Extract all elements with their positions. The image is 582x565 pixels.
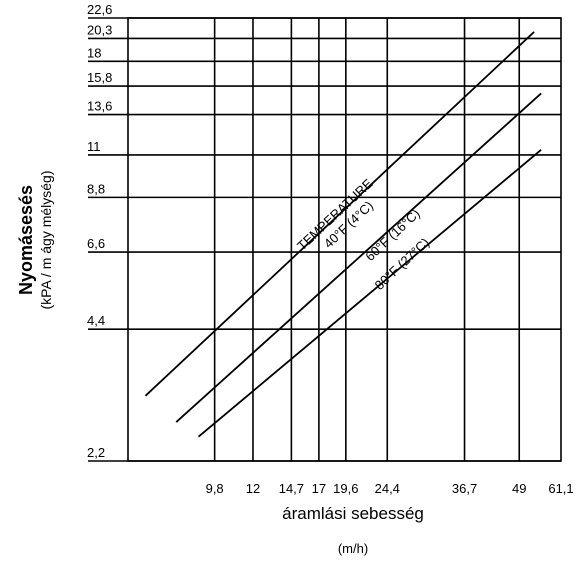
x-tick-label: 19,6 [333,481,358,496]
y-tick-label: 20,3 [87,22,112,37]
y-tick-label: 11 [87,139,101,154]
series-line-2 [175,92,542,423]
y-tick-label: 8,8 [87,181,105,196]
series-lines [144,31,542,438]
plot-frame [127,17,562,462]
y-tick-label: 2,2 [87,445,105,460]
x-axis-label: áramlási sebesség [282,504,424,523]
y-axis-sublabel: (kPA / m ágy mélység) [38,170,54,309]
x-axis-unit: (m/h) [338,541,368,556]
y-axis-sublabel-group: (kPA / m ágy mélység) [38,170,54,309]
x-tick-label: 12 [246,481,260,496]
y-tick-label: 13,6 [87,99,112,114]
y-tick-label: 6,6 [87,236,105,251]
x-tick-label: 61,1 [548,481,573,496]
y-tick-label: 18 [87,45,101,60]
series-line-3 [197,149,542,438]
x-tick-label: 14,7 [279,481,304,496]
tick-labels: 9,8 12 14,7 17 19,6 24,4 36,7 49 61,1 22,6 20,3 18 1… [87,2,574,496]
y-tick-label: 22,6 [87,2,112,17]
x-tick-label: 24,4 [375,481,400,496]
x-tick-label: 49 [512,481,526,496]
y-tick-label: 15,8 [87,70,112,85]
y-tick-label: 4,4 [87,313,105,328]
y-axis-label-group: Nyomásesés [16,185,36,295]
grid-lines [88,17,562,462]
x-tick-label: 36,7 [452,481,477,496]
series-line-1 [144,31,535,397]
x-tick-label: 17 [312,481,326,496]
x-tick-label: 9,8 [206,481,224,496]
y-axis-label: Nyomásesés [16,185,36,295]
